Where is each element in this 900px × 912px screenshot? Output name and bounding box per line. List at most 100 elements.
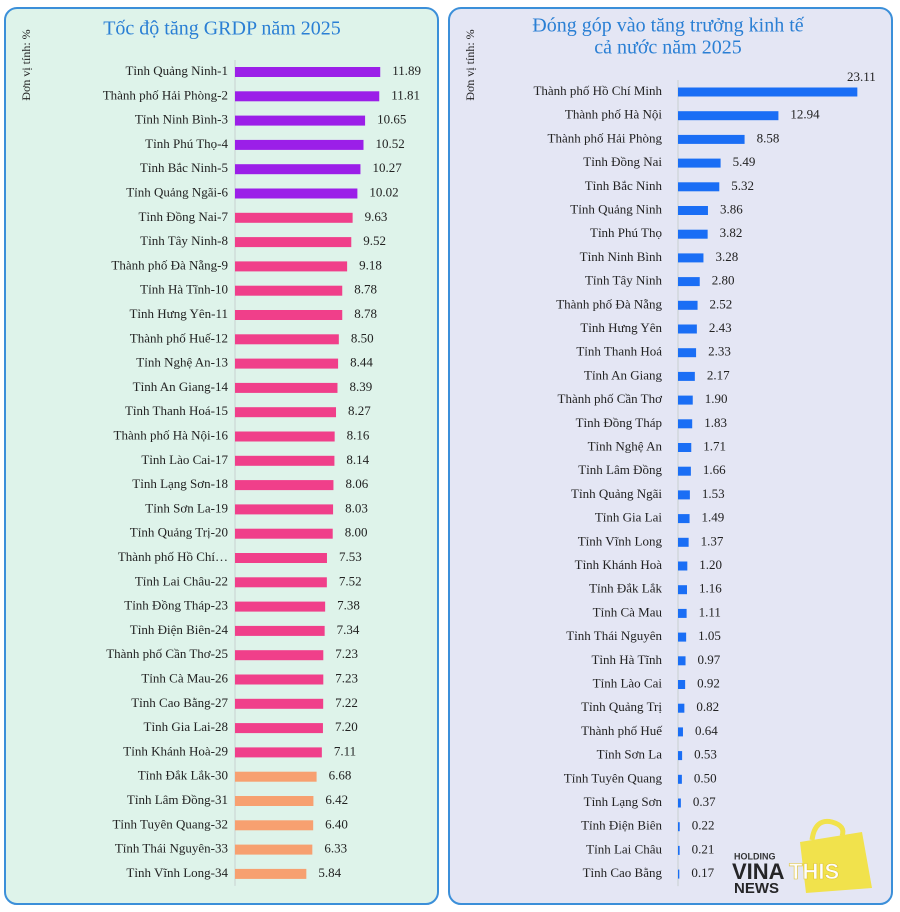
logo-handle <box>809 818 846 841</box>
bar <box>678 751 683 761</box>
value-label: 8.39 <box>349 379 372 394</box>
value-label: 10.65 <box>377 112 406 127</box>
right-panel <box>448 7 893 905</box>
category-label: Tỉnh Hưng Yên-11 <box>129 306 228 321</box>
category-label: Tỉnh Lạng Sơn <box>584 794 663 809</box>
value-label: 23.11 <box>847 69 876 84</box>
bar <box>235 820 314 831</box>
bar <box>678 324 697 334</box>
bar <box>678 727 683 737</box>
bar <box>678 348 697 358</box>
category-label: Tỉnh Nghệ An-13 <box>136 355 228 370</box>
bar <box>235 698 324 709</box>
bar <box>235 334 339 345</box>
category-label: Tỉnh Vĩnh Long-34 <box>126 865 228 880</box>
bar <box>235 164 361 175</box>
category-label: Tỉnh Hà Tĩnh-10 <box>140 282 228 297</box>
category-label: Tỉnh Điện Biên-24 <box>130 622 229 637</box>
bar <box>678 206 708 215</box>
bar <box>235 771 317 782</box>
value-label: 11.89 <box>392 63 421 78</box>
category-label: Tỉnh Sơn La <box>597 747 663 762</box>
bar <box>678 798 681 808</box>
category-label: Tỉnh An Giang-14 <box>133 379 229 394</box>
bar <box>678 490 690 500</box>
category-label: Tỉnh Đồng Nai <box>583 154 662 169</box>
logo-bottom: NEWS <box>734 880 779 897</box>
bar <box>678 703 685 713</box>
value-label: 8.44 <box>350 355 373 370</box>
bar <box>678 158 721 168</box>
bar <box>235 115 366 126</box>
category-label: Tỉnh Cà Mau <box>593 604 663 619</box>
value-label: 8.27 <box>348 403 371 418</box>
value-label: 7.23 <box>335 670 358 685</box>
value-label: 9.52 <box>363 233 386 248</box>
bar <box>678 680 686 689</box>
bar <box>678 514 690 524</box>
category-label: Thành phố Cần Thơ <box>558 391 664 406</box>
category-label: Tỉnh Lạng Sơn-18 <box>132 476 228 491</box>
value-label: 1.83 <box>704 415 727 430</box>
value-label: 10.27 <box>372 160 402 175</box>
category-label: Thành phố Hà Nội-16 <box>114 427 229 442</box>
value-label: 10.02 <box>369 184 398 199</box>
value-label: 8.06 <box>345 476 368 491</box>
y-axis-label: Đơn vị tính: % <box>19 29 33 100</box>
bar <box>235 237 352 248</box>
value-label: 11.81 <box>391 87 420 102</box>
category-label: Tỉnh Đồng Tháp <box>576 415 662 430</box>
value-label: 1.37 <box>701 533 724 548</box>
bar <box>678 656 686 666</box>
category-label: Thành phố Huế-12 <box>130 330 228 345</box>
value-label: 1.05 <box>698 628 721 643</box>
category-label: Tỉnh Quảng Ninh <box>570 201 662 216</box>
category-label: Tỉnh Lào Cai-17 <box>141 452 228 467</box>
bar <box>235 382 338 393</box>
category-label: Tỉnh Khánh Hoà <box>575 557 663 572</box>
logo-brand: VINA <box>732 859 785 884</box>
chart-title: cả nước năm 2025 <box>594 37 741 59</box>
value-label: 8.58 <box>757 130 780 145</box>
bar <box>235 67 381 77</box>
value-label: 8.78 <box>354 282 377 297</box>
category-label: Tỉnh Phú Thọ <box>590 225 662 240</box>
value-label: 1.71 <box>703 438 726 453</box>
category-label: Tỉnh Cao Bằng <box>583 865 663 880</box>
value-label: 1.90 <box>705 391 728 406</box>
value-label: 6.40 <box>325 816 348 831</box>
value-label: 1.16 <box>699 581 722 596</box>
value-label: 0.50 <box>694 770 717 785</box>
category-label: Tỉnh Quảng Trị <box>581 699 662 714</box>
bar <box>678 585 688 595</box>
value-label: 2.43 <box>709 320 732 335</box>
bar <box>235 431 335 442</box>
bar <box>678 253 704 263</box>
bar <box>235 601 326 612</box>
category-label: Tỉnh Phú Thọ-4 <box>145 136 228 151</box>
category-label: Tỉnh Đắk Lắk-30 <box>138 768 228 783</box>
value-label: 5.32 <box>731 178 754 193</box>
category-label: Tỉnh Lai Châu-22 <box>135 573 228 588</box>
value-label: 1.20 <box>699 557 722 572</box>
left-panel <box>4 7 439 905</box>
bar <box>678 608 687 618</box>
value-label: 7.38 <box>337 598 360 613</box>
bar <box>678 537 689 547</box>
value-label: 1.53 <box>702 486 725 501</box>
bar <box>678 466 691 476</box>
category-label: Tỉnh Cà Mau-26 <box>141 670 228 685</box>
bar <box>235 480 334 491</box>
value-label: 2.80 <box>712 273 735 288</box>
category-label: Thành phố Hải Phòng-2 <box>103 87 228 102</box>
value-label: 7.52 <box>339 573 362 588</box>
bar <box>678 869 680 879</box>
bar <box>678 371 695 381</box>
bar <box>678 229 708 239</box>
bar <box>235 625 325 636</box>
category-label: Tỉnh Lào Cai <box>593 675 663 690</box>
value-label: 6.33 <box>324 841 347 856</box>
value-label: 12.94 <box>790 107 820 122</box>
category-label: Tỉnh Thái Nguyên <box>566 628 662 643</box>
category-label: Tỉnh Quảng Ngãi-6 <box>126 184 228 199</box>
